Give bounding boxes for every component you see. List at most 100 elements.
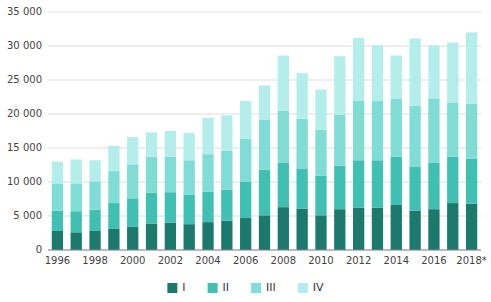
bar-segment [409, 39, 420, 106]
bar-segment [334, 115, 345, 166]
bars [52, 32, 477, 250]
x-tick-label: 2014 [384, 255, 409, 266]
grid-line [48, 12, 481, 13]
bar-segment [52, 211, 63, 231]
legend-label: I [182, 281, 185, 294]
bar-segment [146, 157, 157, 193]
bar-segment [146, 193, 157, 224]
x-tick-label: 2000 [120, 255, 145, 266]
bar-segment [428, 45, 439, 98]
bar-segment [297, 209, 308, 250]
chart: 05 00010 00015 00020 00025 00030 00035 0… [0, 0, 491, 302]
bar-segment [391, 157, 402, 205]
bar-segment [334, 166, 345, 210]
bar-segment [89, 181, 100, 210]
bar-segment [259, 85, 270, 119]
bar-segment [315, 176, 326, 215]
legend-swatch [167, 283, 177, 293]
bar-segment [391, 56, 402, 100]
bar-segment [409, 167, 420, 211]
bar-segment [184, 224, 195, 250]
bar-segment [278, 207, 289, 250]
bar-segment [221, 189, 232, 220]
x-tick-label: 1998 [82, 255, 107, 266]
bar-segment [127, 137, 138, 164]
bar-segment [334, 209, 345, 250]
x-tick-label: 2016 [421, 255, 446, 266]
legend-swatch [208, 283, 218, 293]
y-tick-label: 35 000 [7, 6, 42, 17]
bar-segment [71, 232, 82, 250]
bar-segment [372, 208, 383, 250]
y-tick-label: 20 000 [7, 108, 42, 119]
bar-segment [89, 231, 100, 250]
x-axis-line [48, 250, 481, 251]
legend-swatch [298, 283, 308, 293]
bar-segment [353, 208, 364, 250]
x-tick-label: 2002 [158, 255, 183, 266]
bar-segment [165, 131, 176, 157]
y-tick-label: 5 000 [13, 210, 42, 221]
legend-label: III [266, 281, 276, 294]
bar-segment [259, 215, 270, 250]
y-tick-label: 30 000 [7, 40, 42, 51]
bar-segment [221, 115, 232, 150]
bar-segment [184, 160, 195, 195]
bar-segment [466, 32, 477, 103]
bar-segment [428, 98, 439, 163]
bar-segment [315, 215, 326, 250]
bar-segment [447, 157, 458, 203]
bar-segment [466, 104, 477, 159]
bar-segment [52, 231, 63, 250]
bar-segment [127, 198, 138, 227]
x-tick-label: 2010 [308, 255, 333, 266]
legend-label: II [223, 281, 230, 294]
y-tick-label: 10 000 [7, 176, 42, 187]
bar-segment [278, 163, 289, 207]
bar-segment [297, 73, 308, 119]
bar-segment [127, 227, 138, 250]
bar-segment [108, 229, 119, 250]
bar-segment [165, 157, 176, 192]
bar-segment [165, 223, 176, 250]
bar-segment [447, 43, 458, 103]
x-tick-label: 2008 [271, 255, 296, 266]
bar-segment [127, 164, 138, 198]
grid-line [48, 250, 481, 251]
bar-segment [108, 146, 119, 171]
bar-segment [240, 138, 251, 182]
bar-segment [202, 192, 213, 223]
bar-segment [71, 183, 82, 211]
bar-segment [334, 56, 345, 114]
bar-segment [278, 111, 289, 163]
x-tick-label: 2012 [346, 255, 371, 266]
bar-segment [259, 170, 270, 216]
bar-segment [146, 223, 157, 250]
bar-segment [428, 163, 439, 209]
bar-segment [89, 160, 100, 181]
bar-segment [353, 100, 364, 160]
bar-segment [71, 211, 82, 232]
bar-segment [108, 203, 119, 229]
bar-segment [297, 168, 308, 208]
legend-label: IV [313, 281, 324, 294]
y-axis: 05 00010 00015 00020 00025 00030 00035 0… [7, 6, 481, 255]
bar-segment [221, 221, 232, 250]
legend-swatch [251, 283, 261, 293]
y-tick-label: 25 000 [7, 74, 42, 85]
bar-segment [108, 171, 119, 203]
bar-segment [202, 154, 213, 191]
y-tick-label: 15 000 [7, 142, 42, 153]
bar-segment [240, 182, 251, 218]
bar-segment [297, 119, 308, 169]
bar-segment [428, 209, 439, 250]
bar-segment [52, 183, 63, 210]
bar-segment [372, 45, 383, 101]
bar-segment [184, 195, 195, 224]
x-axis: 1996199820002002200420062008201020122014… [45, 250, 487, 266]
bar-segment [259, 119, 270, 169]
bar-segment [315, 90, 326, 130]
bar-segment [315, 130, 326, 176]
bar-segment [184, 133, 195, 160]
bar-segment [391, 204, 402, 250]
